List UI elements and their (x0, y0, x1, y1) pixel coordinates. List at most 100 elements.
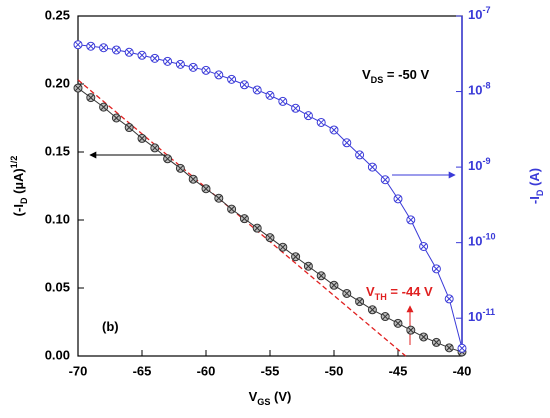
marker-cross (125, 48, 133, 56)
marker-cross (317, 119, 325, 126)
y2-tick-label-part: -9 (482, 157, 490, 167)
marker (419, 332, 429, 342)
marker (291, 103, 301, 113)
marker (150, 143, 160, 153)
marker (419, 241, 429, 251)
series-line (77, 44, 463, 349)
marker (252, 85, 262, 95)
marker (111, 113, 121, 123)
marker (227, 74, 237, 84)
y-tick-label: 0.00 (45, 347, 70, 362)
x-axis-label-part: GS (257, 397, 270, 407)
marker-cross (394, 195, 402, 203)
marker-cross (151, 144, 159, 152)
marker-cross (177, 61, 184, 68)
marker (342, 288, 352, 298)
y-axis-label-part: D (19, 197, 29, 204)
marker (239, 80, 249, 90)
marker (316, 271, 326, 281)
y2-tick-label: 10-8 (468, 81, 491, 98)
annotation-part: V (366, 284, 375, 299)
marker (355, 150, 365, 160)
x-axis-label-part: V (249, 389, 258, 404)
annotation-part: V (362, 67, 371, 82)
marker (73, 40, 83, 50)
marker (175, 163, 185, 173)
marker (201, 184, 211, 194)
y2-axis-label-part: (A) (527, 168, 542, 190)
marker (137, 50, 147, 60)
marker-cross (445, 344, 453, 352)
marker (86, 93, 96, 103)
marker (99, 102, 109, 112)
marker (457, 343, 467, 353)
x-tick-label: -55 (261, 363, 280, 378)
marker-cross (356, 151, 363, 159)
y2-tick-label-part: 10 (468, 83, 482, 98)
marker (214, 70, 224, 80)
marker-cross (100, 103, 107, 111)
marker-cross (394, 320, 402, 327)
marker-cross (445, 295, 453, 303)
marker (252, 223, 262, 233)
y-axis-label-part: (µA) (11, 168, 26, 197)
y2-tick-label: 10-11 (468, 308, 495, 325)
marker (303, 261, 313, 271)
marker-cross (189, 64, 197, 71)
marker (393, 318, 403, 328)
marker-cross (177, 164, 184, 172)
y2-tick-label-part: -10 (482, 232, 495, 242)
marker (278, 96, 288, 106)
y2-tick-label-part: 10 (468, 7, 482, 22)
marker (393, 194, 403, 204)
marker (73, 83, 83, 93)
marker (380, 312, 390, 322)
marker-cross (113, 114, 120, 122)
marker (431, 264, 441, 274)
marker (291, 252, 301, 262)
marker-cross (151, 55, 159, 62)
y2-axis-label: -ID (A) (527, 168, 545, 204)
marker (265, 233, 275, 243)
marker-cross (241, 81, 248, 89)
x-tick-label: -40 (453, 363, 472, 378)
marker-cross (279, 98, 287, 105)
marker (188, 174, 198, 184)
marker (239, 214, 249, 224)
marker-cross (433, 265, 440, 273)
annotation-part: = -44 V (387, 284, 433, 299)
marker-cross (356, 298, 363, 305)
marker (342, 138, 352, 148)
marker (111, 45, 121, 55)
marker (406, 325, 416, 335)
marker-cross (369, 163, 376, 171)
annotation: (b) (102, 319, 119, 334)
y-axis-label: (-ID (µA)1/2 (9, 156, 29, 217)
marker (163, 56, 173, 66)
annotation-part: (b) (102, 319, 119, 334)
marker-cross (74, 84, 82, 92)
annotation: VDS = -50 V (362, 67, 430, 85)
marker-cross (407, 216, 415, 224)
marker-cross (228, 205, 235, 213)
y-tick-label: 0.25 (45, 7, 70, 22)
marker (380, 175, 390, 185)
marker-cross (189, 175, 197, 183)
marker (355, 297, 365, 307)
marker (431, 337, 441, 347)
marker-cross (330, 281, 338, 289)
marker-cross (164, 155, 171, 163)
marker-cross (381, 313, 389, 320)
y2-tick-label: 10-7 (468, 5, 491, 22)
y-tick-label: 0.20 (45, 75, 70, 90)
marker (227, 204, 237, 214)
marker (86, 41, 96, 51)
x-tick-label: -60 (197, 363, 216, 378)
x-tick-label: -50 (325, 363, 344, 378)
marker-cross (343, 139, 351, 147)
marker-cross (113, 46, 120, 54)
marker-cross (138, 135, 146, 142)
y2-tick-label-part: -8 (482, 81, 490, 91)
